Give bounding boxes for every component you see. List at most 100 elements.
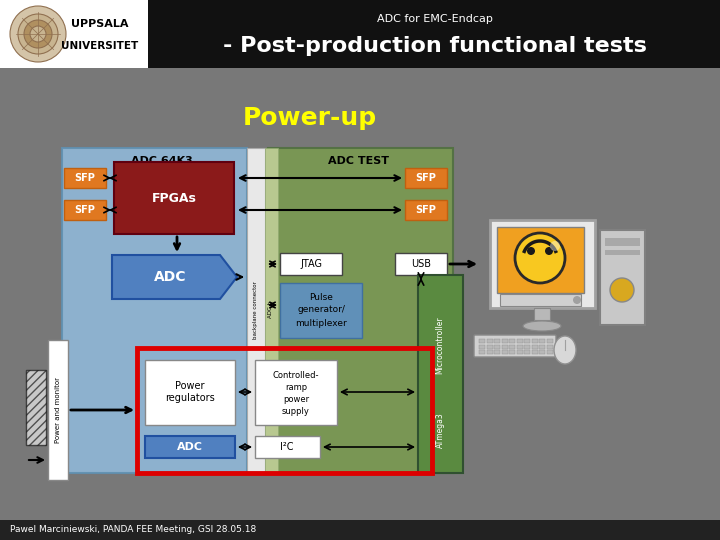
Circle shape [527,247,535,255]
Bar [605,238,640,246]
Bar [509,345,515,348]
Bar [62,148,247,473]
Bar [509,350,515,354]
Circle shape [30,26,46,42]
Text: Pawel Marciniewski, PANDA FEE Meeting, GSI 28.05.18: Pawel Marciniewski, PANDA FEE Meeting, G… [10,525,256,535]
Text: ramp: ramp [285,382,307,392]
Bar [494,350,500,354]
Bar [539,339,545,343]
Text: generator/: generator/ [297,306,345,314]
Bar [405,200,447,220]
Bar [145,360,235,425]
Text: Microcontroller: Microcontroller [436,316,444,374]
Text: ATmega3: ATmega3 [436,412,444,448]
Bar [509,339,515,343]
Text: UNIVERSITET: UNIVERSITET [61,41,139,51]
Text: power: power [283,395,309,403]
Bar [280,253,342,275]
Bar [502,339,508,343]
Bar [0,520,720,540]
Bar [546,339,552,343]
Bar [516,345,523,348]
Bar [539,350,545,354]
Circle shape [550,241,560,251]
Text: multiplexer: multiplexer [295,319,347,327]
Bar [487,339,492,343]
Bar [531,339,538,343]
Bar [479,345,485,348]
Bar [247,148,265,473]
Bar [255,360,337,425]
Circle shape [18,14,58,54]
Bar [500,294,581,306]
Bar [145,436,235,458]
Text: Power-up: Power-up [243,106,377,130]
Bar [546,345,552,348]
Bar [534,308,550,320]
Bar [487,345,492,348]
Bar [114,162,234,234]
Bar [48,340,68,480]
Bar [605,250,640,255]
Text: supply: supply [282,407,310,415]
Text: backplane connector: backplane connector [253,281,258,339]
Bar [265,148,278,473]
Text: SFP: SFP [415,173,436,183]
Bar [524,339,530,343]
Text: Pulse: Pulse [309,293,333,301]
Ellipse shape [523,321,561,331]
Circle shape [573,296,581,304]
Text: USB: USB [411,259,431,269]
Bar [487,350,492,354]
Bar [546,350,552,354]
Text: ADC: ADC [177,442,203,452]
Circle shape [545,247,553,255]
Text: ADC: ADC [154,270,186,284]
Circle shape [610,278,634,302]
Bar [479,350,485,354]
Text: - Post-production functional tests: - Post-production functional tests [223,36,647,56]
Bar [268,148,453,473]
Text: ADC TEST: ADC TEST [328,156,389,166]
Bar [600,230,645,325]
Bar [418,275,463,473]
Circle shape [24,20,52,48]
Bar [524,345,530,348]
Text: SFP: SFP [75,205,96,215]
Text: UPPSALA: UPPSALA [71,19,129,29]
Bar [494,339,500,343]
Text: Controlled-: Controlled- [273,370,319,380]
Bar [137,348,432,473]
Text: SFP: SFP [415,205,436,215]
Bar [531,345,538,348]
Bar [255,436,320,458]
Text: I²C: I²C [280,442,294,452]
Bar [0,0,720,68]
Bar [280,283,362,338]
Text: Power
regulators: Power regulators [165,381,215,403]
Bar [516,350,523,354]
Bar [64,200,106,220]
Ellipse shape [554,336,576,364]
Text: FPGAs: FPGAs [152,192,197,205]
Bar [497,227,584,293]
Bar [490,220,595,308]
Bar [531,350,538,354]
Text: SFP: SFP [75,173,96,183]
Bar [26,370,46,445]
Text: ADC b: ADC b [269,301,274,319]
Text: JTAG: JTAG [300,259,322,269]
Bar [516,339,523,343]
Bar [64,168,106,188]
FancyBboxPatch shape [474,335,556,357]
Bar [524,350,530,354]
Text: ADC 64K3: ADC 64K3 [131,156,193,166]
Polygon shape [112,255,237,299]
Bar [395,253,447,275]
Bar [0,0,148,68]
Bar [539,345,545,348]
Bar [405,168,447,188]
Circle shape [10,6,66,62]
Bar [502,350,508,354]
Bar [494,345,500,348]
